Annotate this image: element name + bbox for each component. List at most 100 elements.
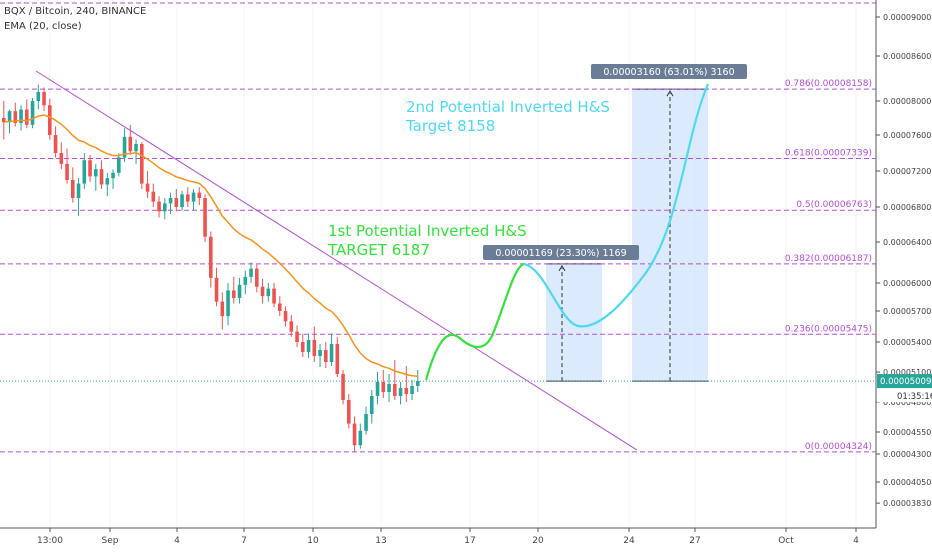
fib-label: 0.5(0.00006763): [796, 200, 872, 210]
time-tick-label: 7: [241, 536, 247, 546]
measure-label-2: 0.00003160 (63.01%) 3160: [603, 67, 734, 78]
candle: [30, 101, 35, 125]
candle: [249, 268, 253, 277]
time-tick-label: 4: [853, 536, 859, 546]
candle: [335, 344, 340, 374]
candle: [306, 339, 311, 352]
fib-label: 0.786(0.00008158): [785, 79, 872, 89]
measure-label-1-bg: [483, 245, 639, 260]
candle: [1, 118, 6, 123]
price-tick-label: 0.00007200: [883, 167, 931, 176]
candle: [393, 384, 397, 396]
time-tick-label: 24: [623, 536, 635, 546]
candle: [243, 276, 248, 285]
candle: [48, 105, 52, 135]
candle: [358, 430, 363, 446]
candle: [7, 111, 12, 123]
time-axis: 13:00 Sep 4 7 10 13 17 20 24 27 Oct 4: [37, 528, 859, 546]
annotation-second-title: 2nd Potential Inverted H&S: [406, 98, 610, 116]
current-price-value: 0.00005009: [880, 377, 931, 387]
price-tick-label: 0.00007600: [883, 131, 931, 140]
annotation-second-target: Target 8158: [405, 117, 495, 135]
countdown-text: 01:35:16: [897, 392, 932, 402]
price-tick-label: 0.00008000: [883, 97, 931, 106]
candle: [122, 136, 127, 158]
projection-green: [424, 262, 525, 381]
price-tick-label: 0.00008600: [883, 52, 931, 61]
price-tick-label: 0.00009000: [883, 13, 931, 22]
candle: [19, 109, 23, 124]
candle: [381, 382, 386, 392]
candle: [232, 290, 236, 298]
measure-range-2-box: [632, 89, 708, 382]
candle: [180, 194, 184, 207]
measure-label-2-bg: [591, 64, 747, 79]
price-tick-label: 0.00003830: [883, 499, 931, 508]
candle: [370, 396, 374, 414]
candle: [168, 198, 173, 204]
price-tick-label: 0.00006800: [883, 203, 931, 212]
candle: [410, 386, 414, 394]
fib-label: 0.236(0.00005475): [785, 324, 872, 334]
candle: [329, 344, 334, 362]
candle: [197, 192, 202, 198]
candle: [318, 350, 322, 356]
candle: [128, 136, 133, 152]
candle: [117, 157, 121, 173]
measure-range-2-arrow-head: [666, 90, 674, 97]
candle: [82, 160, 87, 184]
candle: [186, 194, 190, 202]
candle: [324, 350, 328, 362]
time-tick-label: 10: [307, 536, 319, 546]
candle: [174, 198, 179, 207]
candle: [145, 183, 150, 192]
candle: [404, 388, 409, 394]
time-tick-label: Oct: [778, 536, 794, 546]
price-tick-label: 0.00005700: [883, 307, 931, 316]
candle: [289, 321, 294, 332]
annotation-first-title: 1st Potential Inverted H&S: [328, 222, 527, 240]
price-tick-label: 0.00004800: [883, 398, 931, 407]
candle: [99, 169, 104, 185]
chart-header: BQX / Bitcoin, 240, BINANCE EMA (20, clo…: [4, 4, 146, 34]
time-tick-label: 13: [375, 536, 386, 546]
candle: [13, 111, 18, 124]
candle: [416, 381, 420, 386]
candle: [151, 191, 156, 202]
time-tick-label: Sep: [102, 536, 119, 546]
candle: [398, 388, 403, 396]
price-tick-label: 0.00006000: [883, 279, 931, 288]
candle: [157, 201, 161, 212]
candle: [94, 169, 98, 177]
candle: [272, 288, 276, 304]
time-tick-label: 27: [689, 536, 700, 546]
measure-label-1: 0.00001169 (23.30%) 1169: [495, 248, 626, 259]
candle: [76, 183, 81, 198]
indicator-label: EMA (20, close): [4, 21, 82, 32]
candle: [352, 423, 357, 446]
projection-cyan: [523, 83, 710, 328]
candle: [278, 303, 282, 311]
measure-range-1-box: [546, 263, 602, 382]
candle: [237, 284, 242, 298]
fib-label: 0(0.00004324): [805, 442, 872, 452]
candle: [111, 172, 115, 179]
candle: [255, 268, 259, 287]
trendline: [35, 70, 638, 451]
candle: [71, 180, 75, 198]
candle: [214, 277, 219, 302]
candles: [1, 84, 420, 453]
annotation-first-target: TARGET 6187: [327, 241, 430, 259]
current-price-badge: [877, 374, 932, 389]
candle: [163, 203, 167, 212]
candle: [387, 384, 391, 392]
candle: [312, 339, 317, 356]
candle: [364, 414, 368, 431]
fib-label: 0.382(0.00006187): [785, 254, 872, 264]
candle: [295, 331, 299, 342]
candle: [220, 301, 225, 317]
fib-label: 0.618(0.00007339): [785, 148, 872, 158]
price-tick-label: 0.00004050: [883, 478, 931, 487]
